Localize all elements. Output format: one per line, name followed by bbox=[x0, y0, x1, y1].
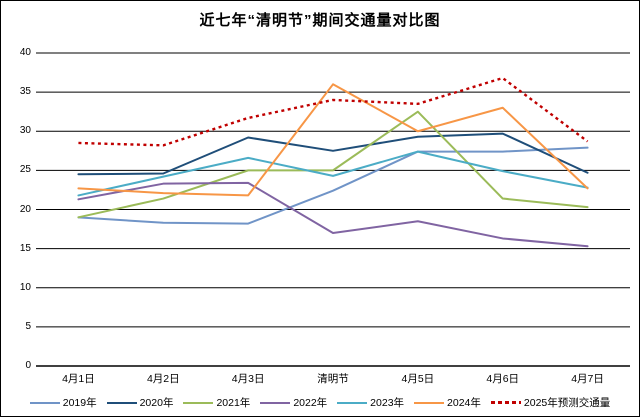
legend-label: 2021年 bbox=[216, 397, 251, 409]
legend-line-swatch bbox=[490, 401, 521, 404]
chart-legend: 2019年 2020年 2021年 2022年 2023年 2024年 2025年预测交通量 bbox=[1, 395, 639, 410]
legend-label: 2024年 bbox=[447, 397, 481, 409]
x-tick-label: 4月2日 bbox=[146, 373, 180, 385]
y-tick-label: 0 bbox=[25, 360, 31, 371]
series-line-2021年 bbox=[77, 110, 589, 219]
x-tick-label: 4月1日 bbox=[62, 373, 95, 385]
legend-line-swatch bbox=[260, 401, 291, 404]
y-tick-label: 40 bbox=[19, 47, 31, 58]
legend-item-2019年: 2019年 bbox=[29, 395, 97, 410]
x-tick-label: 4月5日 bbox=[401, 373, 435, 385]
series-line-2023年 bbox=[77, 150, 589, 197]
series-line-2022年 bbox=[77, 181, 589, 248]
legend-line-swatch bbox=[29, 401, 60, 404]
legend-line-swatch bbox=[414, 401, 445, 404]
x-tick-label: 4月3日 bbox=[231, 373, 265, 385]
legend-item-2024年: 2024年 bbox=[414, 395, 481, 410]
y-tick-label: 35 bbox=[19, 86, 31, 98]
x-tick-label: 清明节 bbox=[317, 373, 349, 385]
legend-item-2021年: 2021年 bbox=[183, 395, 250, 410]
legend-label: 2023年 bbox=[370, 397, 405, 409]
legend-item-2023年: 2023年 bbox=[337, 395, 404, 410]
y-tick-label: 15 bbox=[19, 242, 31, 254]
chart-title: 近七年“清明节”期间交通量对比图 bbox=[199, 12, 441, 29]
series-line-2024年 bbox=[77, 83, 589, 197]
x-tick-label: 4月6日 bbox=[486, 373, 520, 385]
legend-label: 2025年预测交通量 bbox=[523, 397, 611, 409]
legend-item-2022年: 2022年 bbox=[260, 395, 327, 410]
legend-label: 2019年 bbox=[62, 397, 97, 409]
legend-label: 2022年 bbox=[293, 397, 328, 409]
y-tick-label: 25 bbox=[19, 164, 31, 176]
y-tick-label: 30 bbox=[19, 125, 31, 137]
legend-line-swatch bbox=[337, 401, 368, 404]
series-line-2020年 bbox=[77, 132, 589, 176]
legend-item-2020年: 2020年 bbox=[106, 395, 174, 410]
y-tick-label: 5 bbox=[25, 320, 31, 332]
y-tick-label: 10 bbox=[19, 281, 31, 293]
y-tick-label: 20 bbox=[19, 203, 31, 215]
legend-line-swatch bbox=[106, 401, 137, 404]
series-line-2025年预测交通量 bbox=[78, 76, 589, 147]
series-line-2019年 bbox=[77, 146, 589, 225]
legend-line-swatch bbox=[183, 401, 214, 404]
legend-label: 2020年 bbox=[139, 397, 174, 409]
x-tick-label: 4月7日 bbox=[571, 373, 604, 385]
legend-item-2025年预测交通量: 2025年预测交通量 bbox=[490, 395, 611, 410]
